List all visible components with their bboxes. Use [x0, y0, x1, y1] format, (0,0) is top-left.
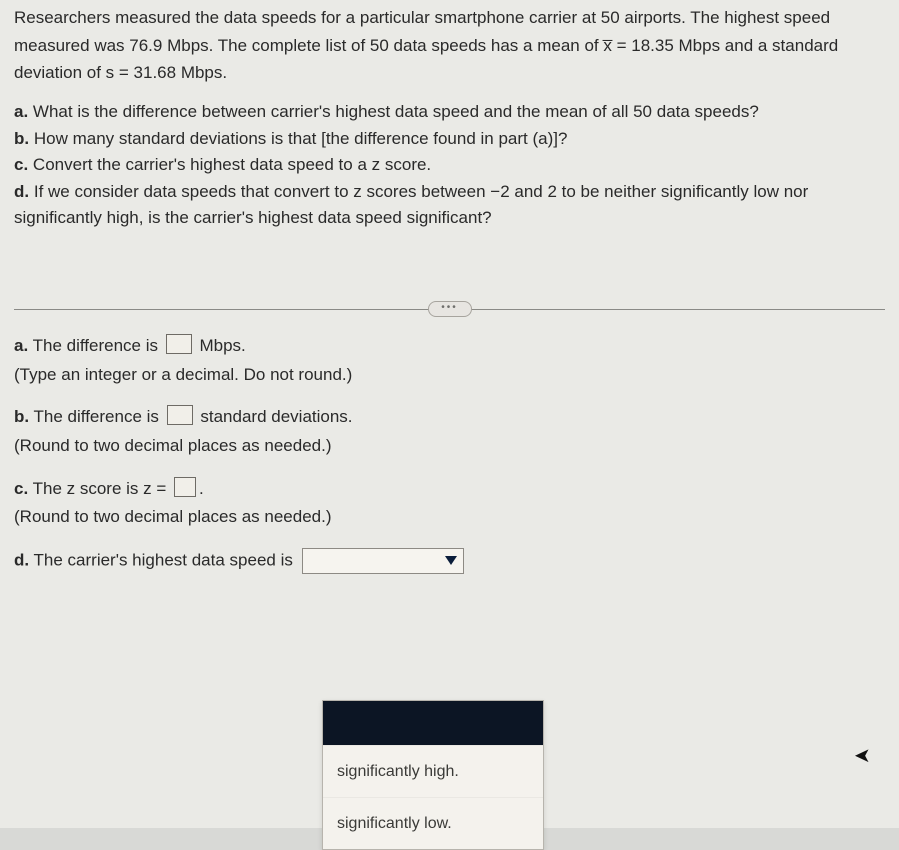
label-b: b. [14, 129, 29, 148]
answer-area: a. The difference is Mbps. (Type an inte… [14, 334, 885, 574]
answer-c-label: c. [14, 479, 28, 498]
answer-c-line: c. The z score is z = . [14, 477, 885, 502]
answer-c-pre: The z score is z = [33, 479, 167, 498]
answer-a-post: Mbps. [199, 336, 245, 355]
answer-a-pre: The difference is [33, 336, 158, 355]
label-d: d. [14, 182, 29, 201]
answer-a-hint: (Type an integer or a decimal. Do not ro… [14, 363, 885, 388]
xbar-symbol: x̅ [603, 36, 612, 55]
part-b: b. How many standard deviations is that … [14, 127, 885, 152]
answer-c-hint: (Round to two decimal places as needed.) [14, 505, 885, 530]
answer-d: d. The carrier's highest data speed is [14, 548, 885, 574]
answer-b-hint: (Round to two decimal places as needed.) [14, 434, 885, 459]
answer-b-line: b. The difference is standard deviations… [14, 405, 885, 430]
answer-d-pre: The carrier's highest data speed is [34, 550, 293, 569]
label-c: c. [14, 155, 28, 174]
part-d-cont: significantly high, is the carrier's hig… [14, 206, 885, 231]
part-d-text-1: If we consider data speeds that convert … [34, 182, 808, 201]
chevron-down-icon [445, 556, 457, 565]
answer-a-line: a. The difference is Mbps. [14, 334, 885, 359]
problem-line-1: Researchers measured the data speeds for… [14, 6, 885, 31]
question-page: Researchers measured the data speeds for… [0, 0, 899, 828]
problem-statement: Researchers measured the data speeds for… [14, 6, 885, 86]
answer-d-select[interactable] [302, 548, 464, 574]
answer-c-post: . [199, 479, 204, 498]
cursor-icon: ➤ [854, 742, 871, 771]
answer-b: b. The difference is standard deviations… [14, 405, 885, 458]
answer-a-input[interactable] [166, 334, 192, 354]
section-divider: ••• [14, 309, 885, 310]
part-c-text: Convert the carrier's highest data speed… [33, 155, 431, 174]
answer-b-post: standard deviations. [200, 407, 352, 426]
answer-d-label: d. [14, 550, 29, 569]
dropdown-option-blank[interactable] [323, 701, 543, 745]
label-a: a. [14, 102, 28, 121]
answer-a: a. The difference is Mbps. (Type an inte… [14, 334, 885, 387]
problem-line-2a: measured was 76.9 Mbps. The complete lis… [14, 36, 603, 55]
answer-d-line: d. The carrier's highest data speed is [14, 548, 885, 574]
expand-pill[interactable]: ••• [428, 301, 472, 317]
answer-b-label: b. [14, 407, 29, 426]
problem-line-2: measured was 76.9 Mbps. The complete lis… [14, 34, 885, 59]
part-a-text: What is the difference between carrier's… [33, 102, 759, 121]
part-c: c. Convert the carrier's highest data sp… [14, 153, 885, 178]
dropdown-option-low[interactable]: significantly low. [323, 797, 543, 849]
answer-a-label: a. [14, 336, 28, 355]
part-d: d. If we consider data speeds that conve… [14, 180, 885, 205]
answer-b-pre: The difference is [34, 407, 159, 426]
answer-c: c. The z score is z = . (Round to two de… [14, 477, 885, 530]
part-a: a. What is the difference between carrie… [14, 100, 885, 125]
dropdown-option-high[interactable]: significantly high. [323, 745, 543, 797]
answer-c-input[interactable] [174, 477, 196, 497]
problem-line-2b: = 18.35 Mbps and a standard [612, 36, 838, 55]
answer-b-input[interactable] [167, 405, 193, 425]
question-parts: a. What is the difference between carrie… [14, 100, 885, 231]
part-b-text: How many standard deviations is that [th… [34, 129, 568, 148]
problem-line-3: deviation of s = 31.68 Mbps. [14, 61, 885, 86]
